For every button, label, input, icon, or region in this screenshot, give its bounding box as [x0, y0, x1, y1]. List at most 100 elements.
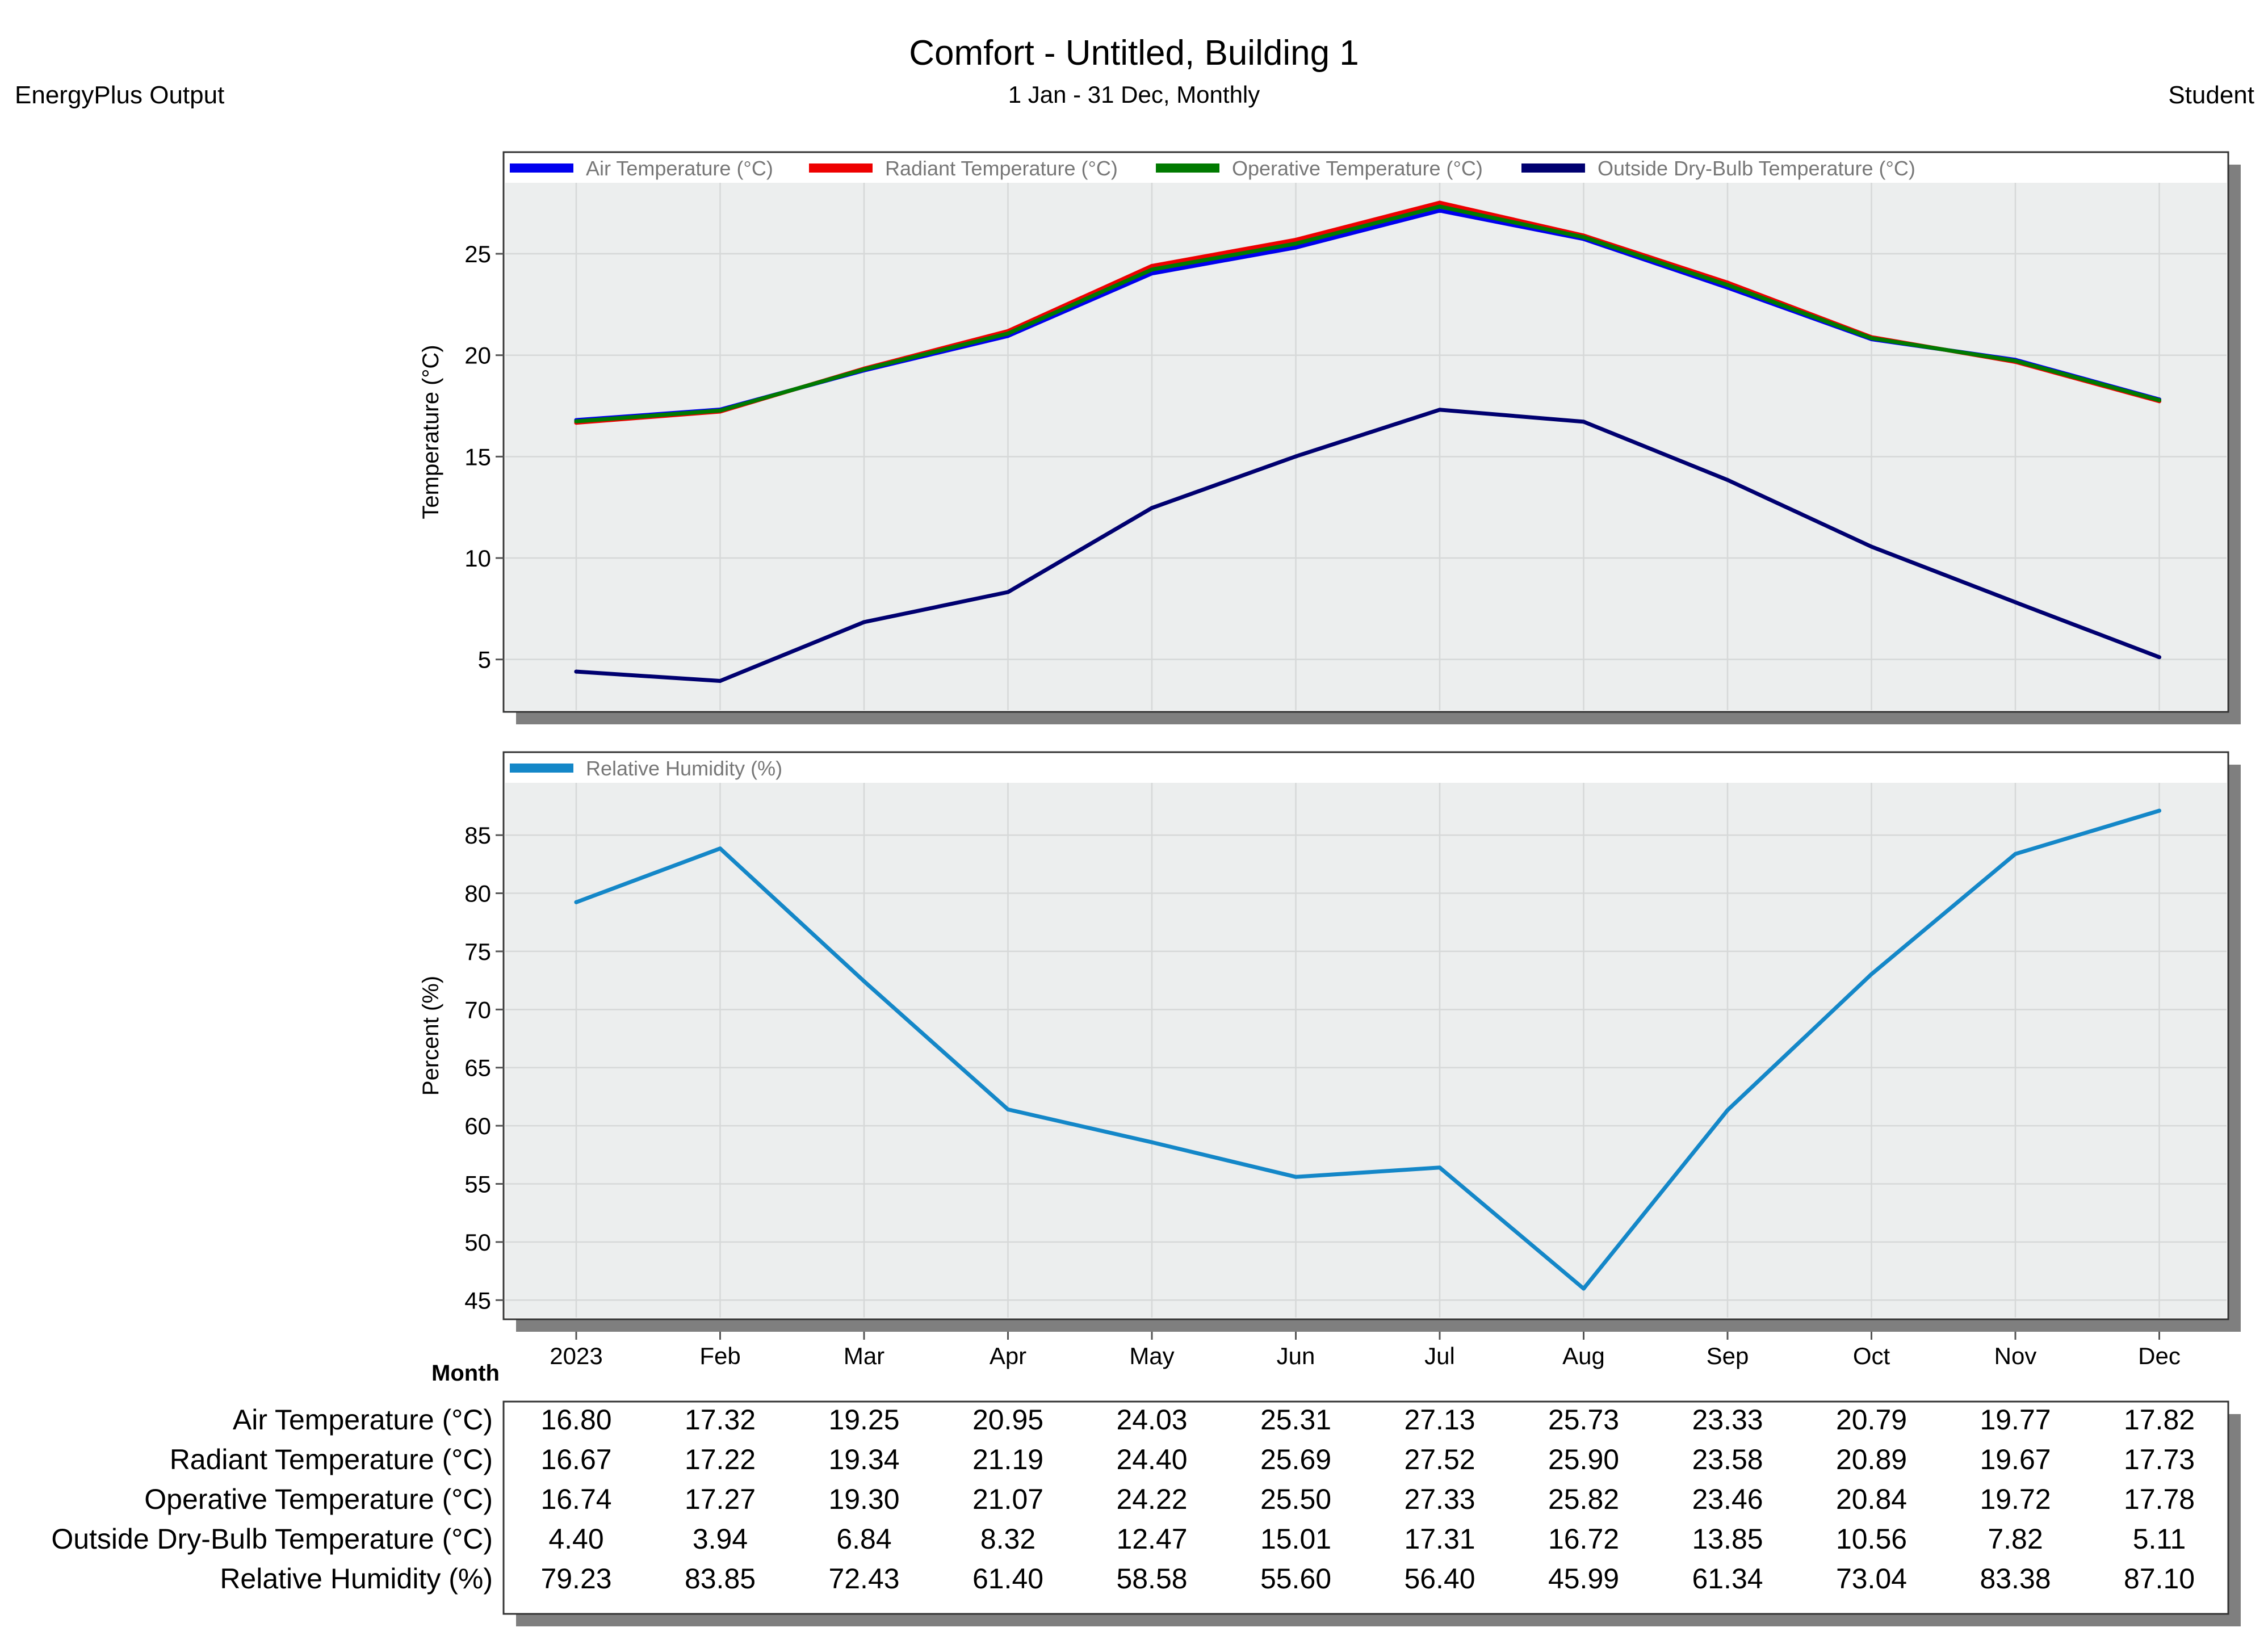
table-row: Air Temperature (°C) 16.80 17.32 19.25 20.95… [233, 1404, 2195, 1436]
table-cell: 20.95 [972, 1404, 1043, 1436]
chart-subtitle: 1 Jan - 31 Dec, Monthly [1008, 81, 1260, 108]
table-cell: 19.34 [828, 1444, 899, 1475]
table-cell: 24.22 [1116, 1483, 1187, 1515]
table-row-label: Radiant Temperature (°C) [170, 1444, 493, 1475]
table-cell: 16.72 [1548, 1523, 1619, 1555]
table-cell: 17.73 [2124, 1444, 2195, 1475]
legend-entry: Operative Temperature (°C) [1232, 157, 1483, 180]
series-line-0 [574, 808, 2161, 1291]
data-point [2157, 808, 2161, 813]
data-point [574, 419, 578, 423]
x-tick-label: Aug [1562, 1343, 1605, 1369]
table-cell: 23.46 [1692, 1483, 1763, 1515]
data-point [1006, 331, 1010, 335]
table-frame [502, 1400, 2229, 1615]
table-cell: 79.23 [540, 1563, 611, 1595]
table-cell: 45.99 [1548, 1563, 1619, 1595]
data-point [2157, 655, 2161, 660]
data-point [574, 900, 578, 904]
table-cell: 19.77 [1980, 1404, 2051, 1436]
table-cell: 15.01 [1260, 1523, 1331, 1555]
x-tick-label: Mar [844, 1343, 884, 1369]
data-point [2013, 852, 2018, 856]
data-point [1582, 235, 1586, 240]
data-point [1582, 420, 1586, 424]
x-tick-label: Sep [1707, 1343, 1749, 1369]
y-tick-label: 50 [464, 1229, 491, 1256]
table-row-label: Outside Dry-Bulb Temperature (°C) [51, 1523, 493, 1555]
table-cell: 25.31 [1260, 1404, 1331, 1436]
table-cell: 25.90 [1548, 1444, 1619, 1475]
data-point [862, 367, 866, 372]
data-point [1582, 1286, 1586, 1291]
data-point [1437, 1165, 1442, 1170]
data-point [2013, 600, 2018, 605]
data-point [1294, 1175, 1298, 1179]
legend-swatch [1156, 163, 1219, 173]
y-tick-label: 45 [464, 1287, 491, 1314]
y-axis-title: Percent (%) [418, 976, 443, 1096]
legend-entry: Radiant Temperature (°C) [885, 157, 1118, 180]
table-cell: 58.58 [1116, 1563, 1187, 1595]
legend-swatch [510, 163, 573, 173]
y-tick-label: 20 [464, 342, 491, 369]
data-point [1150, 1140, 1154, 1144]
data-point [1150, 267, 1154, 272]
data-point [718, 408, 722, 413]
data-point [1869, 336, 1873, 341]
chart-title: Comfort - Untitled, Building 1 [909, 33, 1359, 73]
data-point [1150, 506, 1154, 510]
table-cell: 19.67 [1980, 1444, 2051, 1475]
table-cell: 21.19 [972, 1444, 1043, 1475]
plot-area [505, 783, 2227, 1318]
table-cell: 56.40 [1404, 1563, 1475, 1595]
series-line-3 [574, 408, 2161, 683]
table-cell: 16.67 [540, 1444, 611, 1475]
table-cell: 8.32 [980, 1523, 1036, 1555]
table-row: Operative Temperature (°C) 16.74 17.27 19.3… [144, 1483, 2195, 1515]
data-point [1006, 590, 1010, 594]
table-cell: 55.60 [1260, 1563, 1331, 1595]
data-point [1725, 283, 1730, 287]
x-tick-label: May [1129, 1343, 1174, 1369]
table-cell: 73.04 [1836, 1563, 1907, 1595]
table-cell: 20.79 [1836, 1404, 1907, 1436]
table-cell: 5.11 [2133, 1523, 2186, 1555]
y-tick-label: 55 [464, 1171, 491, 1198]
table-cell: 17.32 [685, 1404, 756, 1436]
table-cell: 13.85 [1692, 1523, 1763, 1555]
y-tick-label: 5 [478, 647, 491, 673]
table-row-label: Air Temperature (°C) [233, 1404, 493, 1436]
table-cell: 27.52 [1404, 1444, 1475, 1475]
data-point [1294, 454, 1298, 459]
x-tick-label: Oct [1853, 1343, 1890, 1369]
table-cell: 83.85 [685, 1563, 756, 1595]
table-cell: 19.72 [1980, 1483, 2051, 1515]
data-point [718, 679, 722, 683]
legend-entry: Outside Dry-Bulb Temperature (°C) [1598, 157, 1915, 180]
table-cell: 17.78 [2124, 1483, 2195, 1515]
table-cell: 27.13 [1404, 1404, 1475, 1436]
data-point [1437, 408, 1442, 412]
y-tick-label: 10 [464, 545, 491, 572]
y-tick-label: 85 [464, 822, 491, 849]
y-tick-label: 65 [464, 1055, 491, 1081]
table-cell: 23.33 [1692, 1404, 1763, 1436]
x-tick-label: Jul [1424, 1343, 1455, 1369]
source-label: EnergyPlus Output [15, 81, 225, 109]
series-line-2 [574, 204, 2161, 423]
table-cell: 4.40 [548, 1523, 603, 1555]
y-tick-label: 15 [464, 443, 491, 470]
table-cell: 17.22 [685, 1444, 756, 1475]
data-table: Air Temperature (°C) 16.80 17.32 19.25 20.95… [51, 1400, 2241, 1626]
x-tick-label: 2023 [550, 1343, 602, 1369]
data-point [1006, 1107, 1010, 1111]
x-tick-label: Feb [699, 1343, 740, 1369]
y-tick-label: 75 [464, 938, 491, 965]
data-point [862, 979, 866, 984]
table-cell: 25.73 [1548, 1404, 1619, 1436]
legend-swatch [809, 163, 873, 173]
table-row: Relative Humidity (%) 79.23 83.85 72.43 61.4… [220, 1563, 2195, 1595]
data-point [1294, 237, 1298, 242]
